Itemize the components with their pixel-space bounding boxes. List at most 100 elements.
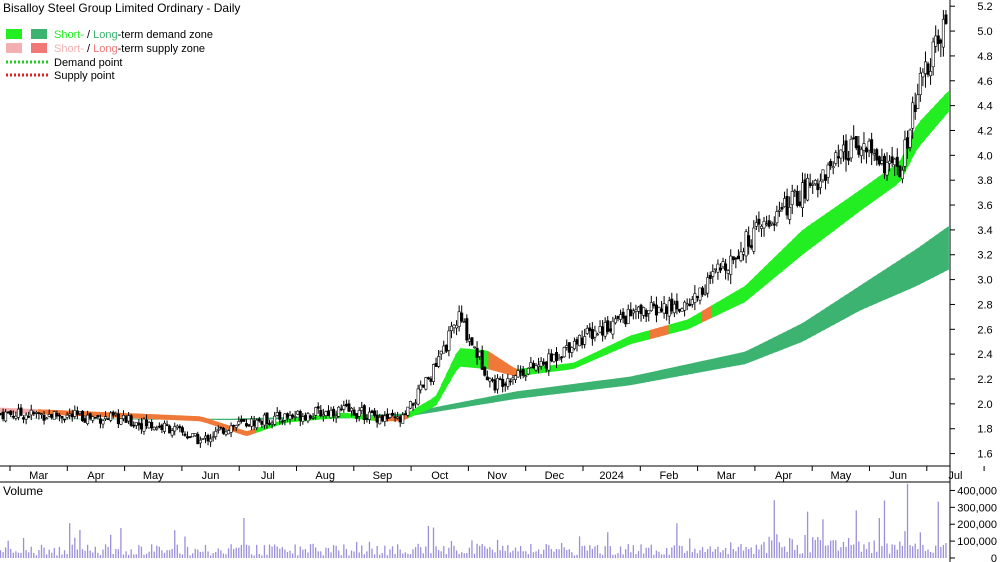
candle-body: [508, 380, 512, 383]
candle-body: [227, 430, 231, 435]
short-term-demand-zone: [346, 412, 352, 419]
short-term-demand-zone: [170, 414, 177, 421]
candle-body: [237, 421, 241, 425]
candle-body: [880, 160, 884, 164]
candle-body: [116, 413, 120, 425]
long-term-demand-zone: [507, 392, 513, 401]
long-term-demand-zone: [493, 394, 499, 403]
candle-body: [247, 424, 251, 427]
short-term-demand-zone: [564, 363, 570, 371]
candle-body: [442, 345, 446, 354]
candle-body: [493, 379, 497, 391]
short-term-demand-zone: [488, 351, 494, 371]
candle-body: [467, 338, 471, 342]
legend-demand-rest: -term demand zone: [118, 29, 213, 41]
candle-body: [45, 417, 49, 420]
price-tick-label: 1.6: [977, 449, 992, 461]
short-term-demand-zone: [137, 413, 143, 419]
long-term-demand-zone: [820, 308, 826, 332]
candle-body: [798, 201, 802, 206]
candle-body: [575, 339, 579, 345]
short-term-demand-zone: [175, 415, 181, 421]
candle-body: [506, 378, 510, 387]
candle-body: [426, 377, 430, 379]
candle-body: [393, 416, 397, 419]
long-term-demand-zone: [839, 295, 845, 322]
candle-body: [150, 422, 154, 429]
candle-body: [9, 410, 13, 415]
candle-body: [498, 378, 502, 381]
candle-body: [111, 411, 115, 416]
candle-body: [675, 300, 679, 310]
short-term-demand-zone: [829, 207, 836, 234]
candle-body: [857, 145, 861, 155]
long-term-demand-zone: [844, 292, 850, 320]
time-axis-label: Jul: [261, 470, 275, 482]
short-term-demand-zone: [787, 240, 793, 268]
candle-body: [485, 376, 489, 381]
short-term-demand-zone: [678, 320, 684, 332]
short-term-demand-zone: [640, 331, 646, 342]
candle-body: [452, 324, 456, 329]
candle-body: [362, 405, 366, 420]
short-term-demand-zone: [791, 235, 798, 264]
candle-body: [278, 411, 282, 420]
candle-body: [560, 356, 564, 359]
candle-body: [562, 347, 566, 358]
candle-body: [631, 310, 635, 314]
time-axis-label: Apr: [775, 470, 792, 482]
candle-body: [847, 157, 851, 161]
long-term-demand-zone: [872, 274, 878, 306]
short-term-demand-zone: [891, 164, 897, 189]
candle-body: [629, 309, 633, 317]
candle-body: [188, 436, 192, 438]
candle-body: [291, 414, 295, 417]
short-term-demand-zone: [251, 428, 257, 435]
candle-body: [98, 418, 102, 424]
candle-body: [193, 432, 197, 436]
long-term-demand-zone: [848, 289, 855, 317]
long-term-demand-zone: [540, 387, 546, 396]
candle-body: [280, 420, 284, 423]
long-term-demand-zone: [222, 418, 229, 421]
candle-body: [173, 426, 177, 432]
short-term-demand-zone: [550, 364, 556, 373]
legend-supply-rest: -term supply zone: [118, 43, 205, 55]
candle-body: [839, 149, 843, 159]
short-term-demand-zone: [146, 413, 153, 420]
long-term-demand-zone: [829, 302, 836, 327]
candle-body: [408, 401, 412, 409]
candle-body: [347, 403, 351, 412]
candle-body: [186, 436, 190, 439]
long-term-demand-zone: [678, 365, 684, 377]
long-term-demand-zone: [682, 364, 689, 376]
candle-body: [593, 330, 597, 338]
long-term-demand-zone: [886, 265, 893, 299]
candle-body: [1, 411, 5, 420]
candle-body: [78, 411, 82, 414]
short-term-demand-zone: [734, 288, 741, 307]
long-term-demand-zone: [488, 395, 494, 404]
short-term-demand-zone: [877, 174, 883, 199]
short-term-demand-zone: [218, 422, 224, 429]
candle-body: [788, 207, 792, 220]
candle-body: [147, 422, 151, 429]
candle-body: [785, 195, 789, 216]
long-term-demand-zone: [725, 354, 731, 368]
candle-body: [250, 418, 254, 427]
candle-body: [268, 423, 272, 425]
candle-body: [736, 255, 740, 260]
short-term-demand-zone: [23, 408, 30, 414]
legend-swatch-short-demand: [6, 29, 22, 39]
short-term-demand-zone: [763, 263, 769, 287]
short-term-demand-zone: [592, 351, 599, 361]
candle-body: [634, 309, 638, 312]
candle-body: [813, 180, 817, 185]
price-tick-label: 2.6: [977, 324, 992, 336]
volume-tick-label: 0: [991, 553, 997, 562]
long-term-demand-zone: [768, 337, 774, 356]
candle-body: [119, 418, 123, 425]
candle-body: [329, 410, 333, 419]
candle-body: [652, 303, 656, 307]
candle-body: [759, 225, 763, 229]
